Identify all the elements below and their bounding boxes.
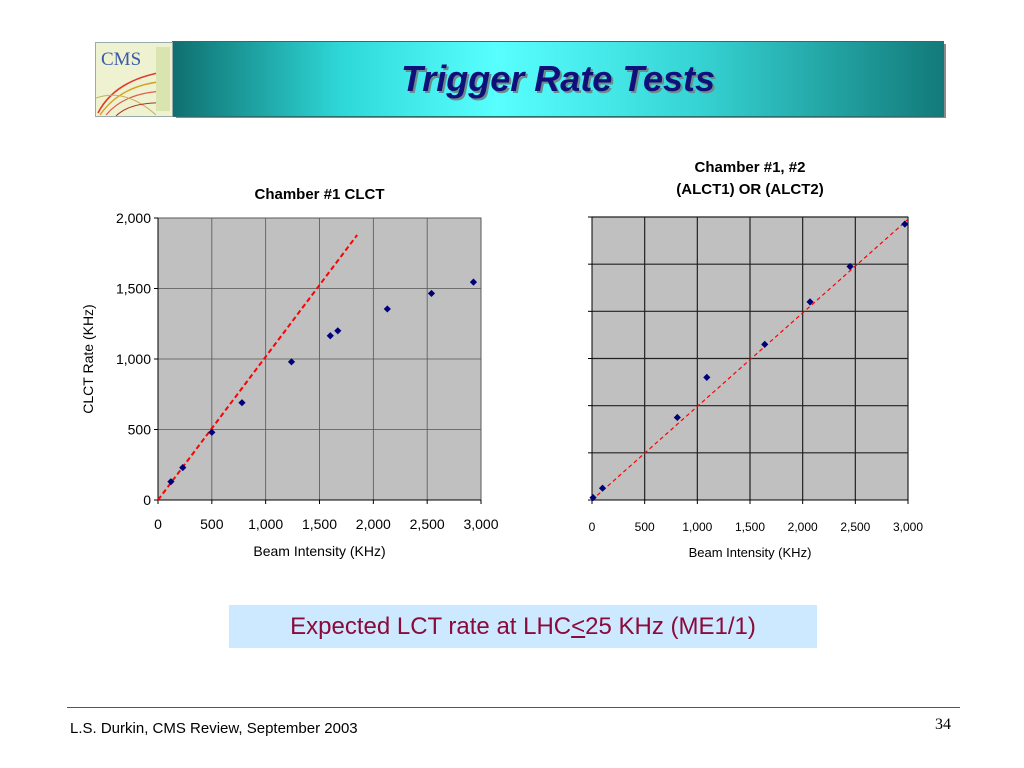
y-axis-label: CLCT Rate (KHz) [80,304,96,413]
trend-line [591,218,909,501]
page-number: 34 [935,716,951,733]
data-point [469,278,478,286]
chart-subtitle: (ALCT1) OR (ALCT2) [676,181,823,198]
data-point [846,262,854,271]
x-tick-label: 2,000 [356,516,391,532]
x-tick-label: 1,000 [248,516,283,532]
data-point [806,298,814,306]
data-point [383,305,391,313]
data-point [287,358,296,366]
x-tick-label: 3,000 [893,520,923,534]
data-point [334,327,342,335]
charts-canvas: 0 500 1,000 1,500 2,000 0 500 1,000 1,500 2,000 2,… [80,159,923,560]
x-axis-label: Beam Intensity (KHz) [253,543,385,559]
callout-prefix: Expected LCT rate at LHC [290,612,572,640]
data-point [703,373,711,381]
data-point [427,289,436,298]
data-point [673,413,681,422]
data-point [208,428,216,436]
cms-logo-graphic: CMS [96,43,172,116]
x-tick-label: 1,500 [302,516,337,532]
data-point [238,399,246,407]
logo-text: CMS [101,49,141,70]
x-tick-label: 0 [589,520,596,534]
data-point [761,340,769,348]
cms-logo: CMS [95,42,173,117]
x-tick-label: 1,500 [735,520,765,534]
data-point [598,484,607,492]
slide-title: Trigger Rate Tests [400,58,716,99]
data-point [901,220,909,228]
x-tick-label: 2,500 [410,516,445,532]
x-tick-label: 2,000 [788,520,818,534]
x-tick-label: 500 [200,516,224,532]
x-axis-label: Beam Intensity (KHz) [689,545,812,560]
chart-chamber12-alct: 0 500 1,000 1,500 2,000 2,500 3,000 Chamber #1,… [588,159,923,560]
y-tick-label: 500 [128,422,152,438]
y-tick-label: 2,000 [116,210,151,226]
x-tick-label: 1,000 [682,520,712,534]
x-tick-label: 2,500 [840,520,870,534]
data-point [326,332,334,340]
chart-title: Chamber #1, #2 [695,159,806,176]
y-tick-label: 1,500 [116,281,151,297]
data-point [179,463,187,472]
title-bar: Trigger Rate Tests [172,41,944,117]
chart-title: Chamber #1 CLCT [254,186,384,203]
callout-suffix: 25 KHz (ME1/1) [585,612,756,640]
chart-chamber1-clct: 0 500 1,000 1,500 2,000 0 500 1,000 1,500 2,000 2,… [80,186,499,559]
footer-credit: L.S. Durkin, CMS Review, September 2003 [70,720,358,737]
expected-rate-callout: Expected LCT rate at LHC < 25 KHz (ME1/1… [229,605,817,648]
footer-divider [67,707,960,708]
callout-less-equal-symbol: < [571,612,586,640]
data-point [589,494,597,502]
y-tick-label: 0 [143,492,151,508]
data-point [167,478,175,486]
x-tick-label: 500 [635,520,655,534]
x-tick-label: 3,000 [463,516,498,532]
y-tick-label: 1,000 [116,351,151,367]
x-tick-label: 0 [154,516,162,532]
trend-line [157,234,358,501]
